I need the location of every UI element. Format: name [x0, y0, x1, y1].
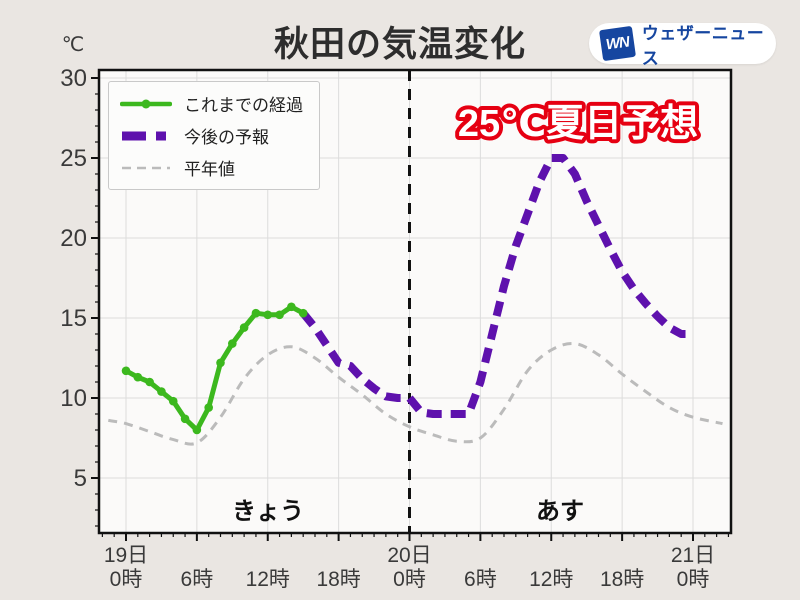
x-axis-day-label: 19日 — [104, 544, 148, 567]
y-axis-tick-label: 5 — [74, 465, 87, 492]
y-axis-tick-label: 25 — [60, 145, 87, 172]
observed-marker — [204, 403, 213, 412]
observed-marker — [298, 308, 308, 318]
legend-label-observed: これまでの経過 — [184, 96, 303, 115]
x-axis-tick-label: 6時 — [464, 568, 497, 591]
observed-marker — [287, 302, 296, 312]
page-title: 秋田の気温変化 — [273, 25, 526, 64]
wn-logo-mark-icon: WN — [599, 25, 636, 62]
chart-legend: これまでの経過 今後の予報 平年値 — [108, 81, 320, 190]
x-axis-tick-label: 12時 — [529, 568, 573, 591]
observed-marker — [251, 308, 261, 318]
x-axis-tick-label: 0時 — [393, 568, 426, 591]
observed-marker — [275, 310, 284, 320]
y-axis-tick-label: 10 — [60, 385, 87, 412]
today-label: きょう — [232, 498, 304, 525]
series-group — [108, 154, 723, 446]
observed-marker — [168, 396, 178, 406]
x-axis-tick-label: 12時 — [246, 568, 290, 591]
x-axis-day-label: 21日 — [671, 544, 715, 567]
x-axis-tick-label: 6時 — [181, 568, 214, 591]
forecast-highlight-text: 25℃夏日予想 — [458, 103, 698, 145]
observed-marker — [216, 358, 225, 368]
observed-marker — [157, 387, 166, 396]
x-axis-day-label: 20日 — [387, 544, 431, 567]
legend-label-normal: 平年値 — [184, 160, 235, 179]
y-axis-tick-label: 20 — [60, 225, 87, 252]
legend-item-forecast: 今後の予報 — [120, 123, 303, 148]
observed-marker — [145, 377, 154, 387]
forecast-line — [300, 154, 693, 418]
observed-marker — [263, 310, 273, 320]
y-axis-tick-label: 15 — [60, 305, 87, 332]
observed-marker — [228, 339, 237, 348]
normal-line-swatch-icon — [122, 166, 170, 169]
x-axis-tick-label: 0時 — [677, 568, 710, 591]
weathernews-logo: WN ウェザーニュース — [589, 23, 776, 68]
observed-marker — [192, 425, 202, 435]
observed-marker — [180, 414, 190, 424]
y-axis-tick-label: 30 — [60, 65, 87, 92]
wn-logo-text: ウェザーニュース — [641, 23, 765, 68]
y-axis-unit-label: ℃ — [62, 34, 84, 56]
tomorrow-label: あす — [536, 498, 584, 525]
observed-line — [123, 304, 306, 433]
legend-item-normal: 平年値 — [120, 155, 303, 180]
x-axis-tick-label: 18時 — [600, 568, 644, 591]
x-axis-tick-label: 0時 — [110, 568, 143, 591]
observed-marker — [133, 372, 143, 382]
observed-line-swatch-icon — [120, 99, 172, 108]
x-axis-tick-label: 18時 — [316, 568, 360, 591]
observed-marker — [121, 366, 131, 376]
normal-line — [108, 341, 723, 446]
legend-label-forecast: 今後の予報 — [184, 128, 269, 147]
observed-marker — [239, 323, 249, 332]
forecast-line-swatch-icon — [122, 131, 170, 140]
legend-item-observed: これまでの経過 — [120, 91, 303, 116]
